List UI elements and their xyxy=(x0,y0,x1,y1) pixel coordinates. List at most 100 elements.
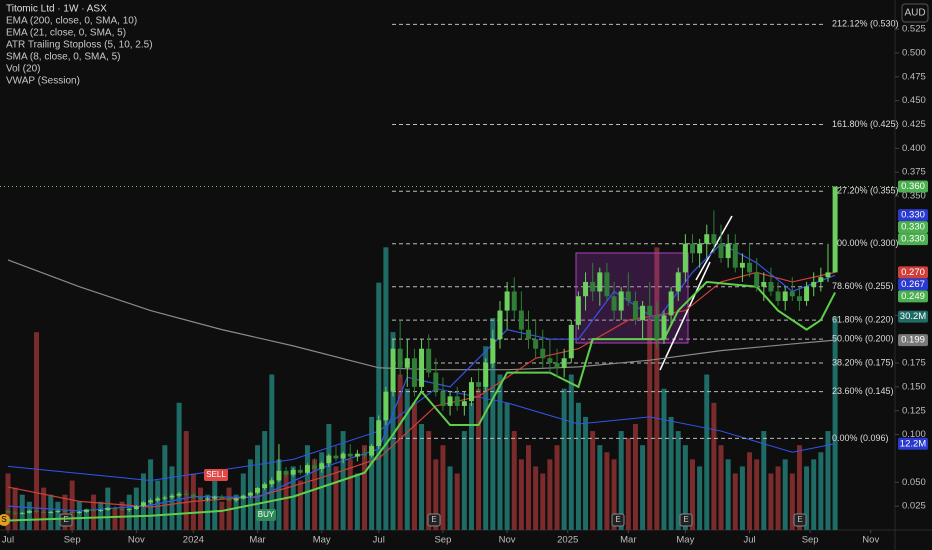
fib-label: 23.60% (0.145) xyxy=(832,386,894,396)
volume-bar xyxy=(411,402,417,530)
volume-bar xyxy=(83,508,89,530)
candle-body xyxy=(533,339,539,349)
volume-bar xyxy=(155,480,161,530)
candle-body xyxy=(476,382,482,387)
candle-body xyxy=(433,372,439,392)
volume-bar xyxy=(419,424,425,530)
candle-body xyxy=(775,291,781,302)
candle-body xyxy=(126,509,132,511)
volume-bar xyxy=(34,332,40,530)
candle-body xyxy=(240,495,246,499)
candle-body xyxy=(233,498,239,501)
candle-body xyxy=(454,396,460,406)
price-badge-label: 0.330 xyxy=(901,234,925,245)
candle-body xyxy=(604,272,610,297)
candle-body xyxy=(169,495,175,498)
candle-body xyxy=(419,348,425,387)
fib-label: 50.00% (0.200) xyxy=(832,334,894,344)
event-markers: E E E E E xyxy=(59,513,807,527)
candle-body xyxy=(447,396,453,406)
volume-bar xyxy=(547,459,553,530)
candle-body xyxy=(190,494,196,498)
candle-body xyxy=(540,348,546,359)
candle-body xyxy=(518,310,524,330)
candle-body xyxy=(725,243,731,259)
candle-body xyxy=(768,281,774,292)
volume-bar xyxy=(533,466,539,530)
volume-bar xyxy=(390,332,396,530)
price-badge xyxy=(898,266,928,279)
volume-bar xyxy=(640,445,646,530)
x-tick-label: Mar xyxy=(249,535,265,546)
volume-bar xyxy=(604,452,610,530)
currency: AUD xyxy=(904,8,925,19)
currency-box xyxy=(901,3,929,23)
price-badge xyxy=(898,290,928,303)
candle-body xyxy=(247,492,253,496)
volume-bar xyxy=(782,459,788,530)
volume-bar xyxy=(112,508,118,530)
sell-signal xyxy=(204,469,228,481)
volume-bar xyxy=(461,431,467,530)
volume-bar xyxy=(91,494,97,530)
candle-body xyxy=(625,291,631,302)
price-badge-label: 0.330 xyxy=(901,210,925,221)
candle-body xyxy=(575,296,581,325)
volume-bar xyxy=(540,473,546,530)
candle-body xyxy=(789,291,795,297)
candle-body xyxy=(62,510,68,512)
y-tick-label: 0.050 xyxy=(902,477,926,488)
event-label: E xyxy=(797,515,802,524)
fib-label: 127.20% (0.355) xyxy=(832,186,899,196)
fib-label: 78.60% (0.255) xyxy=(832,281,894,291)
volume-bar xyxy=(518,459,524,530)
candle-body xyxy=(554,363,560,368)
x-tick-label: Sep xyxy=(434,535,451,546)
volume-bar xyxy=(597,445,603,530)
candle-body xyxy=(754,272,760,287)
candle-body xyxy=(568,324,574,359)
price-badge xyxy=(898,334,928,347)
volume-bar xyxy=(618,431,624,530)
candle-body xyxy=(590,281,596,292)
candle-body xyxy=(176,493,182,496)
x-tick-label: Sep xyxy=(802,535,819,546)
volume-bar xyxy=(568,374,574,530)
volume-bar xyxy=(454,473,460,530)
volume-bar xyxy=(69,480,75,530)
candle-body xyxy=(347,453,353,457)
volume-badge-label: 30.2M xyxy=(900,311,926,322)
volume-bar xyxy=(297,480,303,530)
candle-body xyxy=(283,470,289,475)
candle-body xyxy=(547,358,553,364)
candle-body xyxy=(269,480,275,485)
candle-body xyxy=(262,484,268,489)
candle-body xyxy=(739,262,745,268)
candle-body xyxy=(404,358,410,368)
volume-bar xyxy=(504,402,510,530)
volume-bar xyxy=(647,318,653,530)
volume-bar xyxy=(276,459,282,530)
y-tick-label: 0.150 xyxy=(902,381,926,392)
x-tick-label: Jul xyxy=(743,535,755,546)
volume-bar xyxy=(468,402,474,530)
x-tick-label: 2024 xyxy=(183,535,204,546)
candle-body xyxy=(640,305,646,321)
volume-bar xyxy=(497,374,503,530)
price-badge-label: 0.249 xyxy=(901,291,925,302)
price-badge xyxy=(898,209,928,222)
y-tick-label: 0.400 xyxy=(902,143,926,154)
volume-bar xyxy=(704,374,710,530)
candle-body xyxy=(105,508,111,510)
candle-body xyxy=(390,348,396,392)
candle-body xyxy=(426,348,432,373)
volume-bar xyxy=(682,445,688,530)
volume-bar xyxy=(404,388,410,530)
candle-body xyxy=(811,281,817,287)
candle-body xyxy=(326,455,332,464)
volume-bar xyxy=(654,247,660,531)
volume-bar xyxy=(476,388,482,530)
candle-body xyxy=(212,496,218,499)
volume-bar xyxy=(796,445,802,530)
